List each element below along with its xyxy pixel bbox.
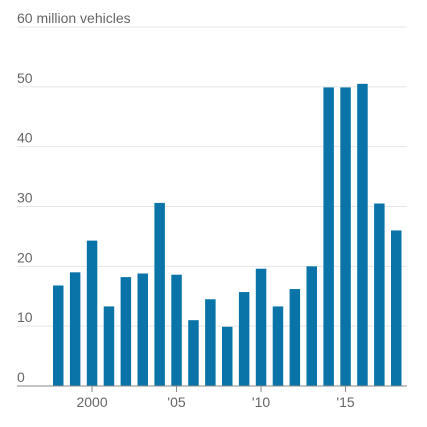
bar-2010 — [255, 268, 267, 386]
bar-1999 — [69, 272, 81, 386]
bar-2004 — [154, 202, 165, 386]
bar-2005 — [171, 274, 182, 386]
bar-2018 — [391, 230, 402, 386]
bar-2006 — [188, 320, 199, 386]
y-tick-label-30: 30 — [17, 190, 33, 206]
x-tick-label-2010: '10 — [252, 394, 270, 410]
bar-2008 — [222, 326, 233, 386]
bar-2015 — [340, 87, 351, 386]
bar-2016 — [357, 83, 368, 386]
y-tick-label-0: 0 — [17, 369, 25, 385]
y-tick-label-10: 10 — [17, 309, 33, 325]
y-tick-label-50: 50 — [17, 70, 33, 86]
bar-2012 — [289, 289, 301, 386]
bar-2013 — [306, 266, 317, 386]
tick-labels: 0 10 20 30 40 50 60 million vehicles 2000 '05 '10… — [17, 10, 355, 410]
bar-2014 — [323, 87, 334, 386]
bar-2011 — [272, 306, 284, 386]
x-tick-label-2005: '05 — [167, 394, 185, 410]
axes — [17, 385, 407, 392]
bar-2009 — [238, 292, 250, 386]
bar-2007 — [205, 299, 216, 386]
y-tick-label-40: 40 — [17, 130, 33, 146]
bar-2017 — [374, 203, 385, 386]
y-tick-label-60: 60 million vehicles — [17, 10, 131, 26]
bars — [53, 83, 402, 386]
bar-2003 — [137, 273, 148, 386]
bar-2000 — [86, 240, 98, 386]
x-tick-label-2000: 2000 — [76, 394, 107, 410]
bar-2002 — [120, 277, 132, 386]
y-tick-label-20: 20 — [17, 249, 33, 265]
x-tick-label-2015: '15 — [336, 394, 354, 410]
bar-1998 — [53, 285, 64, 386]
bar-2001 — [103, 306, 115, 386]
